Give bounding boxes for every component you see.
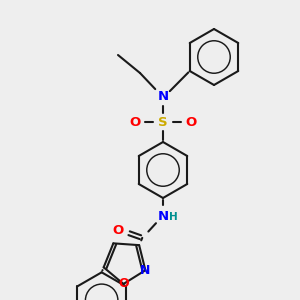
Text: H: H: [169, 212, 177, 222]
Text: O: O: [185, 116, 197, 128]
Text: O: O: [129, 116, 141, 128]
Text: N: N: [140, 264, 151, 277]
Text: O: O: [112, 224, 124, 236]
Text: N: N: [158, 91, 169, 103]
Text: O: O: [118, 278, 129, 290]
Text: S: S: [158, 116, 168, 128]
Text: N: N: [158, 209, 169, 223]
